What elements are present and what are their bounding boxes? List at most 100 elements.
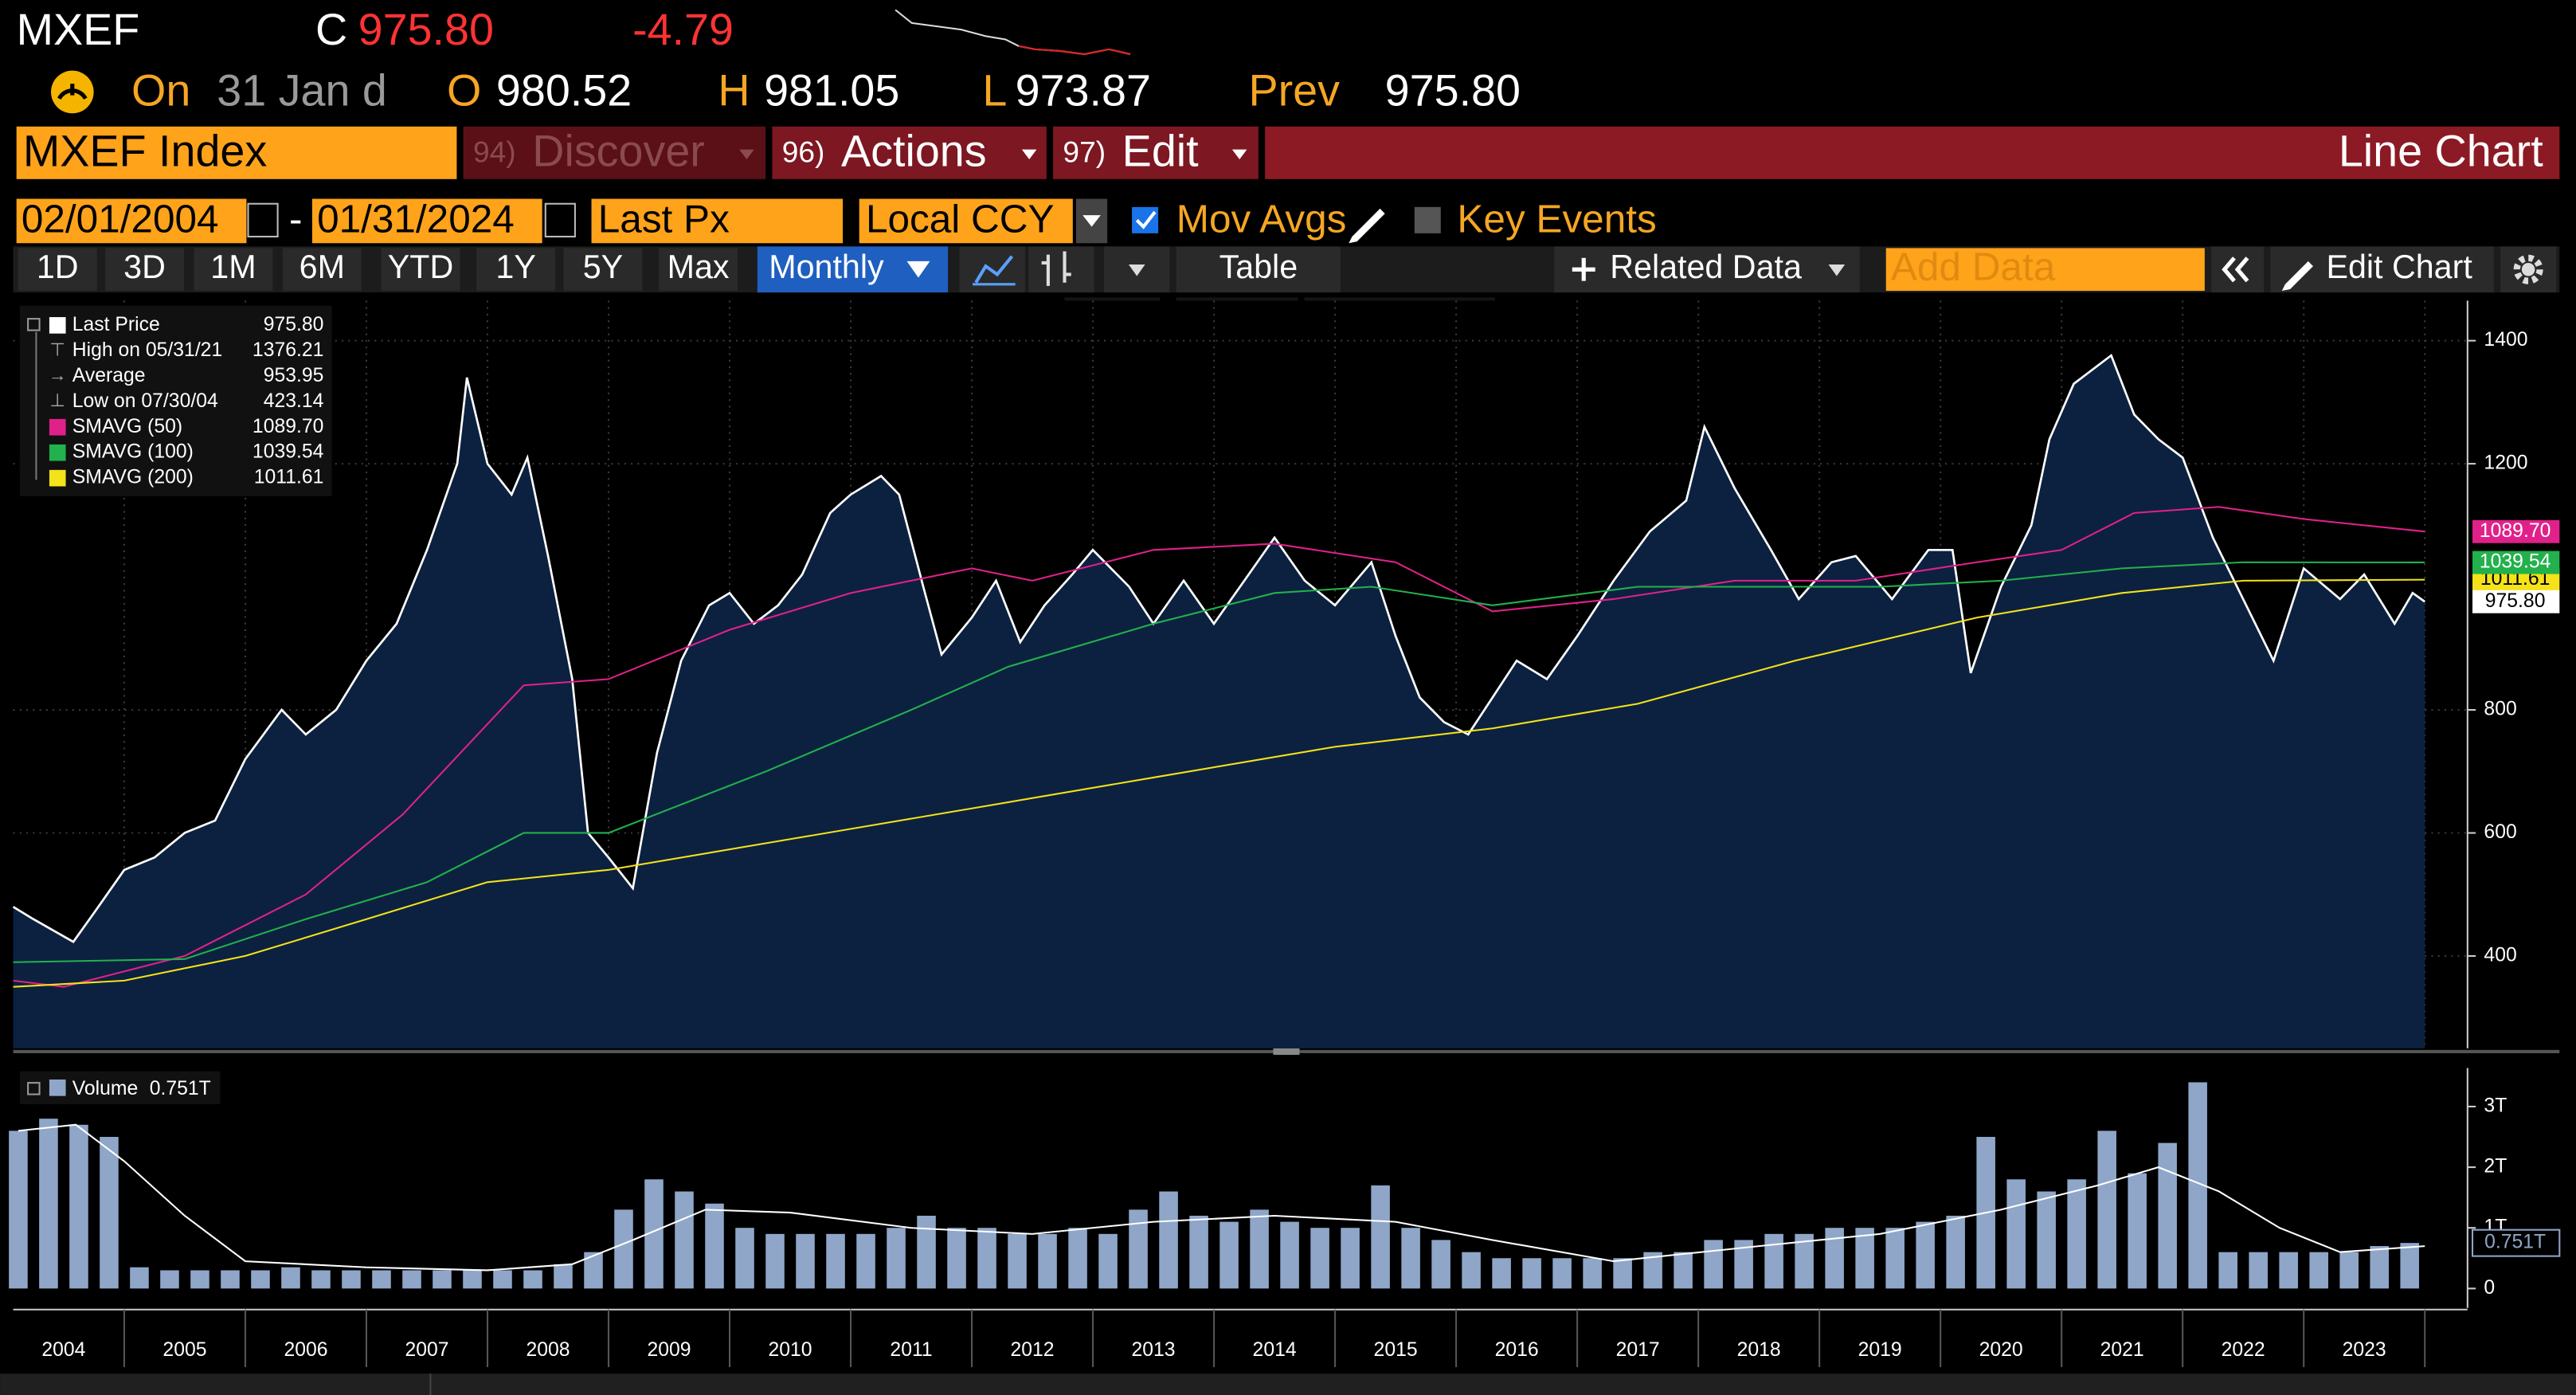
table-button[interactable] — [1176, 246, 1341, 293]
value-flag-label: 0.751T — [2484, 1232, 2546, 1253]
menu-discover[interactable] — [463, 126, 766, 179]
low: 973.87 — [1016, 65, 1151, 115]
x-tick-label: 2007 — [405, 1339, 448, 1361]
period-button[interactable] — [18, 248, 97, 292]
volume-bar — [1462, 1252, 1481, 1289]
volume-bar — [342, 1270, 361, 1289]
period-label: 1Y — [495, 249, 535, 285]
volume-bar — [1129, 1209, 1148, 1289]
legend-value: 0.751T — [150, 1078, 211, 1099]
alert-icon-glyph — [57, 84, 88, 100]
volume-bar — [1552, 1258, 1572, 1289]
volume-bar — [9, 1130, 28, 1289]
period-label: 6M — [299, 249, 345, 285]
volume-bar — [1310, 1228, 1329, 1289]
ticker: MXEF — [17, 5, 140, 54]
period-button[interactable] — [659, 248, 738, 292]
legend-box — [19, 305, 332, 496]
volume-bar — [1492, 1258, 1511, 1289]
legend-symbol: ⊤ — [49, 339, 65, 359]
period-button[interactable] — [282, 248, 362, 292]
volume-bar — [402, 1270, 421, 1289]
mov-avgs-checkbox[interactable] — [1132, 206, 1159, 233]
volume-bar — [2370, 1246, 2389, 1289]
period-button[interactable] — [194, 248, 273, 292]
collapse-box[interactable] — [27, 318, 41, 331]
y-tick-label: 1400 — [2484, 329, 2527, 351]
volume-bar — [675, 1191, 694, 1289]
security: MXEF Index — [23, 127, 267, 176]
legend-swatch — [49, 444, 66, 461]
field-box[interactable] — [591, 198, 844, 244]
value-flag — [2472, 590, 2560, 613]
menu-actions[interactable] — [772, 126, 1047, 179]
start-date-box[interactable] — [16, 198, 247, 244]
currency-box[interactable] — [859, 198, 1073, 244]
y-tick-label: 3T — [2484, 1095, 2507, 1116]
value-flag — [2472, 519, 2560, 543]
legend-label: High on 05/31/21 — [72, 339, 222, 361]
x-tick-label: 2013 — [1132, 1339, 1176, 1361]
status-bar — [0, 1373, 2576, 1395]
volume-bar — [1008, 1233, 1027, 1289]
volume-bar — [2279, 1252, 2298, 1289]
prev-label: Prev — [1249, 65, 1341, 115]
security-box[interactable] — [16, 126, 457, 179]
legend-symbol: → — [49, 364, 67, 385]
y-tick-label: 600 — [2484, 821, 2516, 843]
volume-bar — [1674, 1252, 1693, 1289]
volume-bar — [1189, 1215, 1208, 1289]
calendar-icon[interactable] — [544, 202, 576, 238]
volume-bar — [1946, 1215, 1965, 1289]
high: 981.05 — [764, 65, 899, 115]
period-button[interactable] — [381, 248, 460, 292]
add-data-box[interactable] — [1885, 248, 2205, 292]
bar-icon — [1041, 251, 1071, 286]
x-tick-label: 2023 — [2343, 1339, 2386, 1361]
legend-label: SMAVG (100) — [72, 441, 194, 463]
value-flag — [2471, 1228, 2561, 1257]
volume-bar — [1159, 1191, 1178, 1289]
related-data-button[interactable] — [1554, 246, 1860, 293]
volume-bar — [130, 1267, 149, 1289]
plus-icon — [1572, 257, 1595, 281]
volume-bar — [372, 1270, 391, 1289]
period-button[interactable] — [105, 248, 185, 292]
edit-chart: Edit Chart — [2326, 249, 2472, 285]
period-button[interactable] — [476, 248, 556, 292]
volume-bar — [644, 1179, 664, 1289]
period-button[interactable] — [563, 248, 643, 292]
key-events-checkbox[interactable] — [1414, 206, 1441, 233]
end-date-box[interactable] — [311, 198, 542, 244]
legend-value: 1089.70 — [253, 416, 323, 437]
bar-icon-button[interactable] — [1028, 246, 1094, 293]
volume-bar — [2158, 1142, 2177, 1289]
volume-bar — [1341, 1228, 1360, 1289]
x-tick-label: 2011 — [890, 1339, 932, 1361]
volume-bar — [1068, 1228, 1087, 1289]
menu-edit[interactable] — [1053, 126, 1259, 179]
legend-swatch — [49, 418, 66, 436]
volume-bar — [69, 1124, 88, 1289]
x-tick-label: 2005 — [162, 1339, 206, 1361]
volume-bar — [2067, 1179, 2086, 1289]
volume-bar — [1522, 1258, 1541, 1289]
menu-number: 97) — [1063, 135, 1106, 169]
pencil-icon[interactable] — [1349, 208, 1385, 244]
legend-value: 423.14 — [264, 390, 324, 412]
open-label: O — [447, 65, 481, 115]
volume-bar — [1885, 1228, 1905, 1289]
volume-bar — [977, 1228, 996, 1289]
collapse-box[interactable] — [27, 1082, 41, 1095]
legend-swatch — [49, 469, 66, 487]
x-tick-label: 2020 — [1979, 1339, 2023, 1361]
panel-resize-handle[interactable] — [1273, 1048, 1300, 1056]
volume-bar — [1280, 1221, 1299, 1289]
volume-bar — [160, 1270, 179, 1289]
volume-bar — [705, 1203, 724, 1289]
calendar-icon[interactable] — [247, 202, 279, 238]
volume-bar — [584, 1252, 603, 1289]
y-tick-label: 800 — [2484, 699, 2516, 720]
